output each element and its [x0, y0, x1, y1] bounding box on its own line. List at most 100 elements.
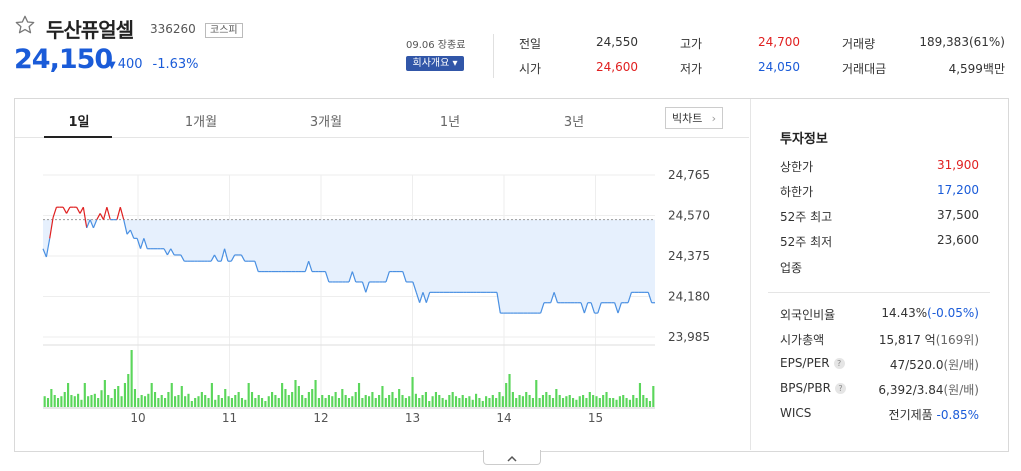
volume-bar	[635, 398, 638, 407]
volume-bar	[528, 395, 531, 407]
market-badge: 코스피	[205, 23, 243, 38]
volume-bar	[123, 383, 127, 407]
company-overview-button[interactable]: 회사개요 ▾	[406, 56, 464, 71]
volume-bar	[250, 392, 254, 407]
price-segment	[351, 271, 357, 283]
price-segment	[553, 292, 559, 303]
volume-bar	[327, 395, 331, 407]
volume-bar	[56, 398, 60, 407]
price-segment	[419, 292, 424, 303]
market-cap-label: 시가총액	[780, 333, 825, 347]
tab-1day[interactable]: 1일	[68, 115, 90, 130]
volume-bar	[297, 386, 300, 407]
volume-bar	[558, 395, 561, 407]
volume-bar	[87, 396, 90, 407]
volume-bar	[347, 398, 351, 407]
favorite-star-icon[interactable]	[14, 14, 36, 36]
period-tabs: 1일 1개월 3개월 1년 3년	[15, 99, 749, 138]
y-tick-label: 24,375	[668, 249, 710, 263]
help-icon[interactable]: ?	[833, 358, 845, 369]
big-chart-button[interactable]: 빅차트 ›	[665, 107, 723, 129]
volume-bar	[190, 401, 193, 407]
volume-bar	[602, 395, 605, 407]
bps-pbr: 6,392/3.84	[878, 383, 944, 397]
change-amount: 400	[117, 57, 143, 72]
volume-bar	[117, 386, 120, 407]
volume-bar	[468, 396, 471, 407]
help-icon[interactable]: ?	[834, 383, 846, 394]
x-tick-label: 10	[130, 411, 145, 425]
volume-bar	[648, 401, 652, 407]
volume-bar	[284, 389, 287, 407]
volume-bar	[180, 386, 183, 407]
bps-pbr-text: BPS/PBR	[780, 381, 831, 395]
tab-1month[interactable]: 1개월	[184, 115, 218, 130]
week52-low-value: 23,600	[937, 233, 979, 247]
volume-bar	[167, 392, 170, 407]
volume-bar	[498, 392, 501, 407]
volume-bar	[257, 395, 260, 407]
volume-bar	[478, 398, 481, 407]
eps-per-value: 47/520.0(원/배)	[890, 356, 979, 373]
volume-bar	[585, 398, 588, 407]
volume-bar	[217, 395, 220, 407]
price-segment	[580, 302, 585, 314]
eps-per-text: EPS/PER	[780, 356, 830, 370]
price-segment	[220, 248, 226, 262]
volume-bar	[444, 399, 448, 407]
price-segment	[163, 248, 168, 256]
price-segment	[617, 302, 622, 314]
volume-bar	[77, 393, 80, 407]
volume-bar	[571, 398, 575, 407]
price-segment	[402, 271, 407, 283]
volume-bar	[448, 395, 451, 407]
volume-bar	[110, 398, 113, 407]
volume-bar	[582, 395, 585, 407]
change-rate: -1.63%	[152, 57, 199, 72]
price-segment	[597, 302, 602, 314]
volume-bar	[371, 392, 374, 407]
volume-bar	[344, 395, 347, 407]
volume-bar	[441, 398, 444, 407]
volume-bar	[495, 398, 498, 407]
volume-bar	[381, 386, 384, 407]
volume-bar	[194, 398, 197, 407]
volume-bar	[481, 401, 484, 407]
y-tick-label: 23,985	[668, 330, 710, 344]
volume-bar	[535, 380, 538, 407]
collapse-handle[interactable]	[483, 450, 541, 465]
price-segment	[96, 213, 101, 220]
info-divider	[750, 99, 751, 450]
x-tick-label: 13	[405, 411, 420, 425]
volume-bar	[364, 395, 367, 407]
volume-bar	[227, 396, 230, 407]
tab-1year[interactable]: 1년	[439, 115, 461, 130]
price-segment	[540, 302, 545, 314]
stock-name: 두산퓨얼셀	[46, 18, 134, 42]
volume-bar	[642, 395, 645, 407]
price-segment	[308, 261, 313, 272]
wics-sector[interactable]: 전기제품	[888, 408, 933, 422]
volume-bar	[418, 398, 421, 407]
volume-bar	[307, 392, 310, 407]
volume-bar	[107, 395, 110, 407]
lower-limit-label: 하한가	[780, 185, 814, 199]
volume-bar	[53, 395, 56, 407]
price-segment	[79, 206, 84, 214]
volume-bar	[160, 395, 163, 407]
tab-3month[interactable]: 3개월	[309, 115, 343, 130]
volume-bar	[210, 383, 213, 407]
high-label: 고가	[680, 37, 703, 51]
eps-per: 47/520.0	[889, 358, 944, 372]
volume-bar	[187, 393, 190, 407]
tab-3year[interactable]: 3년	[563, 115, 585, 130]
y-tick-label: 24,570	[668, 209, 710, 223]
price-segment	[647, 292, 653, 303]
price-segment	[230, 254, 236, 262]
volume-bar	[541, 395, 545, 407]
volume-bar	[80, 399, 83, 407]
volume-bar	[337, 398, 341, 407]
price-segment	[627, 292, 633, 303]
x-tick-label: 12	[313, 411, 328, 425]
low-value: 24,050	[758, 60, 800, 74]
